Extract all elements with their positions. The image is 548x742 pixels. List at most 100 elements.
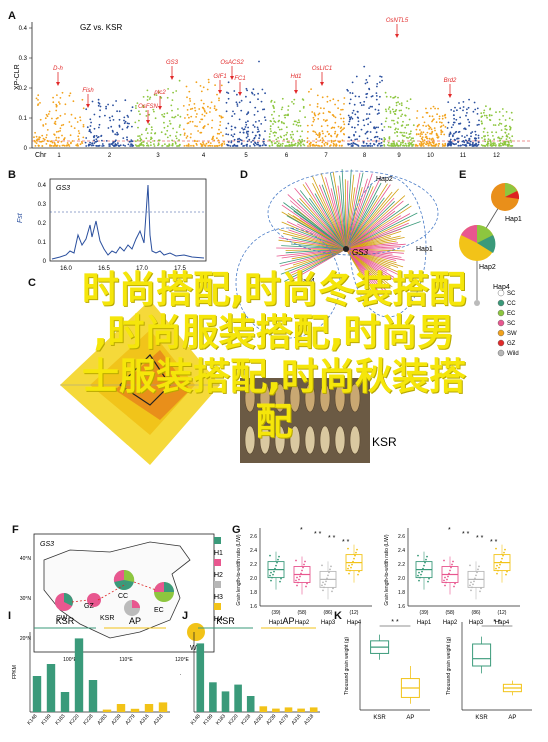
map-legend-item: H1 [214, 537, 230, 559]
bar [117, 704, 125, 712]
bar-category: K220 [228, 713, 240, 726]
fst-ytick: 0.4 [38, 183, 47, 189]
g-ylabel: Grain length-to-width ratio (L/W) [236, 534, 242, 605]
gene-label: OsNTL5 [386, 18, 409, 24]
map-lat-tick: 40°N [20, 556, 32, 562]
gene-label: GS3 [166, 60, 179, 66]
tree-hap2: Hap2 [376, 176, 393, 183]
map-title: GS3 [40, 541, 54, 548]
gene-label: OsLIC1 [312, 66, 332, 72]
panel-label-k: K [334, 610, 342, 622]
bar [89, 680, 97, 712]
bar [222, 691, 230, 712]
g-ytick: 2.2 [398, 562, 405, 568]
chr-label: 9 [397, 153, 401, 159]
gene-label: GIF1 [213, 74, 226, 80]
fst-ylabel: Fst [17, 212, 24, 223]
g-sig: * * [476, 535, 484, 542]
bar [75, 638, 83, 712]
fst-title: GS3 [56, 185, 70, 192]
overlay-line-2: ,时尚服装搭配,时尚男 [0, 311, 548, 354]
manhattan-title: GZ vs. KSR [80, 23, 122, 32]
bar-category: A239 [265, 713, 277, 726]
g-sig: * * [462, 531, 470, 538]
chr-label: 6 [285, 153, 289, 159]
map-region-cc: CC [118, 593, 128, 600]
gene-label: Hd1 [290, 74, 301, 80]
g-sig: * * [328, 535, 336, 542]
k-ylabel: Thousand grain weight (g) [344, 637, 350, 695]
bar [272, 709, 280, 712]
k-box [473, 644, 491, 666]
manhattan-ytick: 0.4 [19, 26, 28, 32]
k-ylabel: Thousand grain weight (g) [446, 637, 452, 695]
map-legend-item: H3 [214, 581, 230, 603]
gene-label: FC1 [234, 76, 245, 82]
g-ytick: 1.8 [250, 590, 257, 596]
g-ytick: 2.4 [398, 548, 405, 554]
bar [61, 692, 69, 712]
chr-label: 5 [244, 153, 248, 159]
gene-label: ptc2 [153, 90, 166, 96]
network-node-hap1 [491, 183, 519, 211]
bar-category: A316 [291, 713, 303, 726]
bar [247, 696, 255, 712]
panel-label-j: J [182, 610, 188, 622]
g-ytick: 2.6 [398, 534, 405, 540]
g-sig: * * [342, 539, 350, 546]
group-label: KSR [216, 616, 235, 626]
k-category: AP [406, 715, 414, 721]
bar [297, 709, 305, 712]
bar-category: K199 [202, 713, 214, 726]
bar-category: K228 [240, 713, 252, 726]
g-ytick: 2.2 [250, 562, 257, 568]
g-ytick: 1.8 [398, 590, 405, 596]
manhattan-ytick: 0.2 [19, 86, 28, 92]
g-ylabel: Grain length-to-width ratio (L/W) [384, 534, 390, 605]
g-ytick: 2.0 [398, 576, 405, 582]
gene-label: Fish [82, 88, 94, 94]
map-legend-item: H2 [214, 559, 230, 581]
map-lat-tick: 30°N [20, 596, 32, 602]
bar-category: A239 [110, 713, 122, 726]
bar-ylabel: FPKM [12, 665, 18, 679]
bar-category: A283 [253, 713, 265, 726]
bar-category: A283 [96, 713, 108, 726]
group-label: AP [129, 616, 141, 626]
chr-label: 8 [363, 153, 367, 159]
bar [145, 704, 153, 712]
fst-ytick: 0.1 [38, 240, 47, 246]
fst-ytick: 0 [43, 259, 47, 265]
map-pie-cc [114, 570, 134, 590]
k-sig: * * [391, 619, 399, 626]
bar-category: K183 [54, 713, 66, 726]
chr-label: 7 [324, 153, 328, 159]
chr-label: 10 [427, 153, 434, 159]
network-node-hap2 [459, 225, 495, 261]
bar-category: K220 [68, 713, 80, 726]
chr-label: 11 [460, 153, 467, 159]
panel-k: K Thousand grain weight (g) KSR AP * * Thous… [330, 606, 548, 737]
bar [33, 676, 41, 712]
k-category: KSR [475, 715, 488, 721]
fst-ytick: 0.2 [38, 221, 47, 227]
bar [260, 706, 268, 712]
bar [103, 710, 111, 712]
overlay-line-1: 时尚搭配,时尚冬装搭配 [0, 268, 548, 311]
g-ytick: 2.0 [250, 576, 257, 582]
group-label: AP [282, 616, 294, 626]
g-ytick: 2.4 [250, 548, 257, 554]
chr-label: 3 [156, 153, 160, 159]
g-ytick: 2.6 [250, 534, 257, 540]
bar-category: K148 [26, 713, 38, 726]
manhattan-ytick: 0 [24, 146, 28, 152]
g-sig: * [300, 527, 303, 534]
k-sig: * * [493, 619, 501, 626]
bar [285, 707, 293, 712]
bar-category: A318 [303, 713, 315, 726]
